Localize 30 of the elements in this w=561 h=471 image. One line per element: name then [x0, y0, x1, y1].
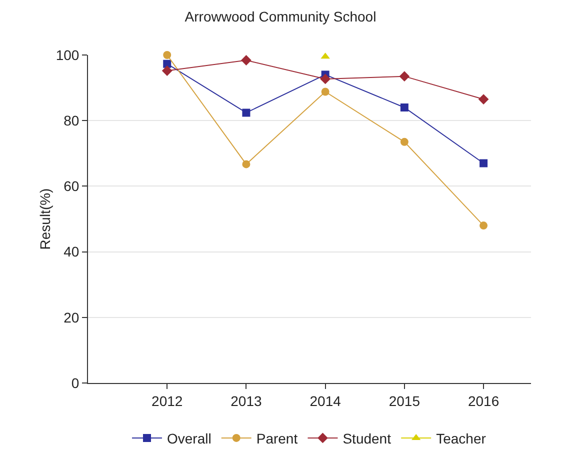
y-tick-label: 100: [56, 46, 80, 63]
point: [480, 159, 488, 168]
point: [320, 74, 331, 84]
y-tick-label: 60: [64, 178, 80, 194]
chart-title: Arrowwood Community School: [184, 8, 376, 25]
point: [399, 71, 410, 82]
x-tick-label: 2012: [152, 392, 183, 409]
y-tick-label: 0: [71, 374, 80, 391]
point: [400, 103, 408, 112]
point: [241, 55, 252, 66]
point: [400, 138, 408, 146]
y-axis-title: Result(%): [37, 188, 53, 250]
x-tick-label: 2014: [310, 392, 342, 409]
point: [242, 160, 250, 168]
x-tick-label: 2015: [388, 392, 420, 409]
x-tick-label: 2016: [468, 392, 500, 409]
legend-label: Parent: [256, 430, 298, 446]
x-tick-label: 2013: [230, 392, 262, 409]
y-tick-label: 80: [64, 112, 80, 128]
point: [242, 108, 250, 117]
legend-label: Student: [342, 430, 392, 446]
point: [478, 94, 489, 104]
point: [162, 66, 172, 76]
y-tick-label: 40: [64, 244, 80, 260]
point: [321, 88, 330, 96]
point: [480, 222, 488, 230]
point: [163, 51, 172, 59]
y-tick-label: 20: [64, 309, 80, 326]
legend-label: Teacher: [436, 430, 486, 446]
legend-label: Overall: [167, 430, 212, 446]
